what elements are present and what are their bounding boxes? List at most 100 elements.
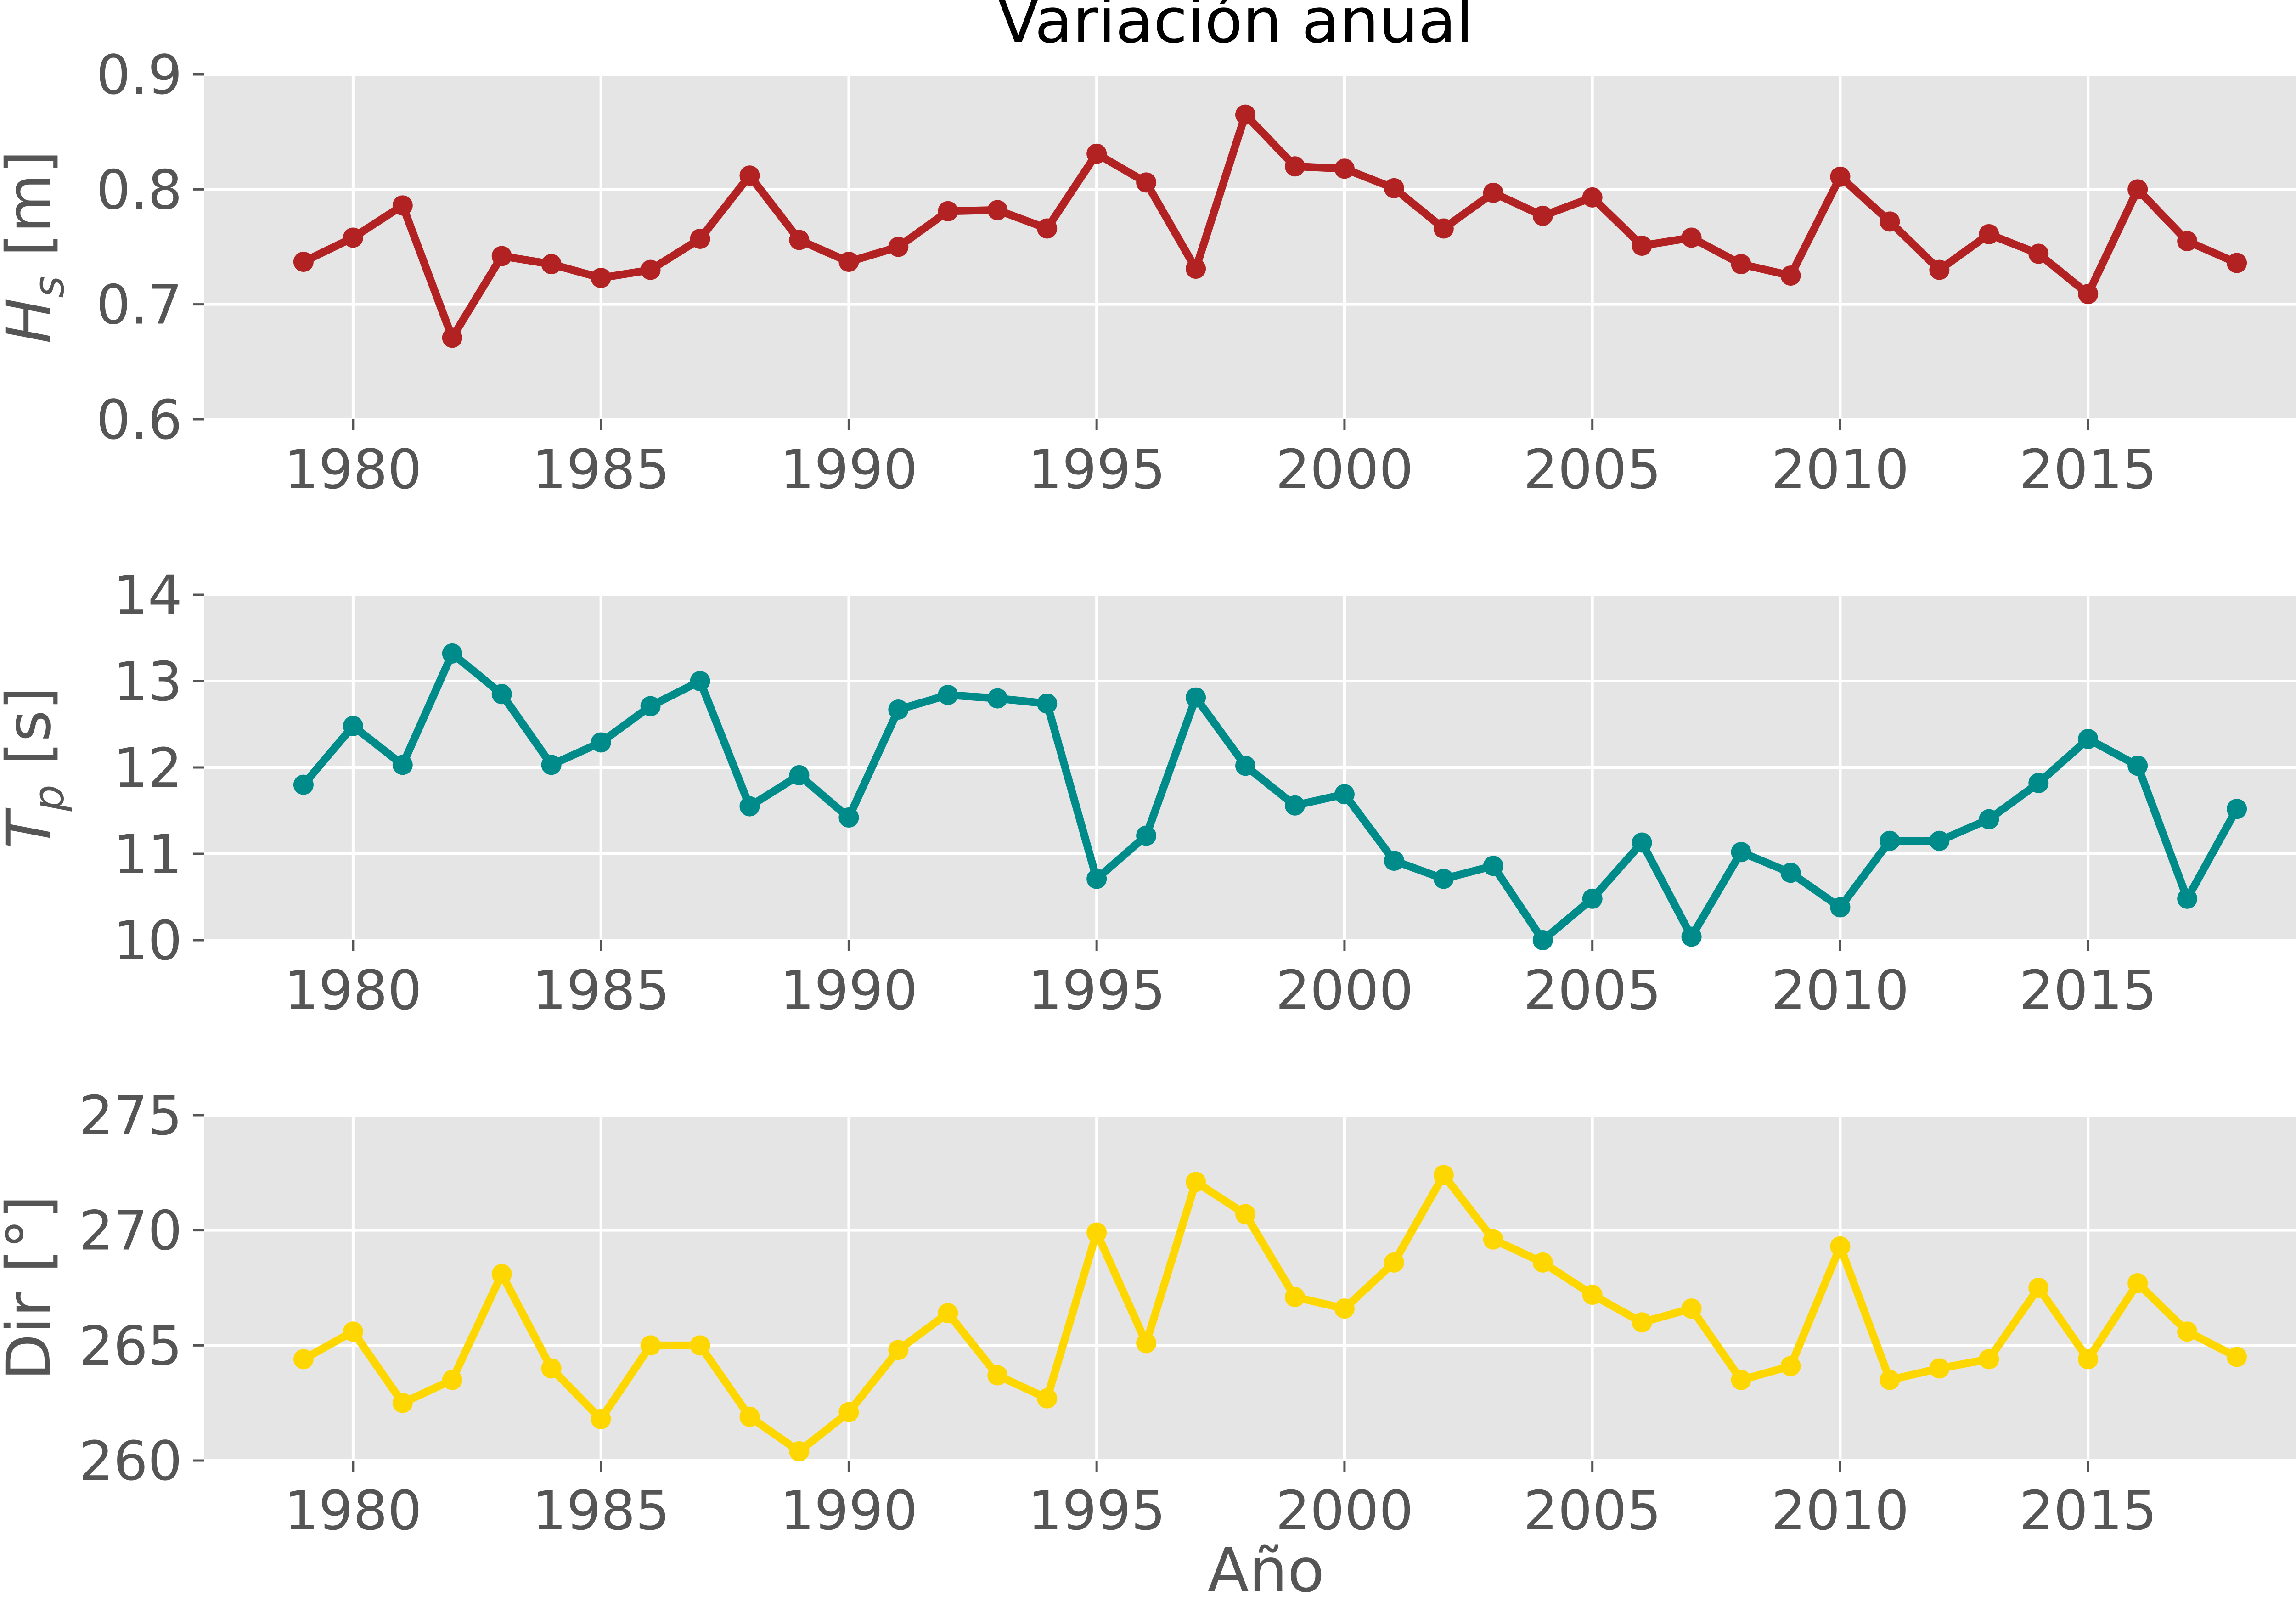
data-point [2127,179,2148,200]
data-point [888,1340,909,1360]
x-tick-label: 1990 [780,438,917,501]
chart-title: Variación anual [997,0,1473,57]
data-point [1384,1252,1404,1273]
data-point [838,252,859,272]
data-point [2028,243,2049,264]
data-point [2227,253,2247,273]
data-point [888,699,909,720]
data-point [1830,897,1851,918]
data-point [392,1393,413,1413]
plot-background [204,1115,2296,1461]
plot-background [204,74,2296,419]
data-point [1384,851,1404,871]
data-point [1186,1172,1206,1192]
data-point [1136,1333,1157,1354]
x-tick-label: 2005 [1524,1479,1661,1542]
x-tick-label: 1985 [532,438,670,501]
data-point [1830,1236,1851,1257]
y-tick-label: 0.6 [96,388,182,451]
data-point [1780,863,1801,883]
x-axis-label: Año [1208,1535,1325,1606]
x-tick-label: 1990 [780,1479,917,1542]
data-point [1880,1370,1900,1390]
data-point [1433,869,1454,889]
data-point [293,1349,314,1370]
y-tick-label: 14 [113,564,182,627]
y-axis-label-unit: [m] [0,150,64,276]
data-point [1681,227,1702,248]
data-point [541,1358,562,1379]
data-point [838,1402,859,1422]
y-tick-label: 11 [113,823,182,886]
x-tick-label: 2000 [1276,1479,1413,1542]
y-axis-label-unit: [s] [0,687,64,785]
data-point [2127,756,2148,776]
data-point [343,227,363,248]
data-point [739,796,760,817]
data-point [1880,211,1900,232]
data-point [2177,231,2198,251]
data-point [1582,187,1603,208]
data-point [1037,693,1058,714]
data-point [343,716,363,736]
data-point [1037,1388,1058,1409]
panel-2: 10 11 12 13 14 1980 1985 1990 1995 2000 2005 2010 20… [0,564,2296,1022]
x-tick-label: 2000 [1276,959,1413,1022]
data-point [1532,930,1553,950]
data-point [491,684,512,705]
data-point [1780,1356,1801,1376]
data-point [739,1406,760,1427]
data-point [293,774,314,795]
y-axis-label-text: Dir [°] [0,1195,64,1381]
x-tick-label: 1995 [1028,1479,1165,1542]
data-point [888,237,909,257]
data-point [987,688,1008,709]
y-tick-label: 10 [113,909,182,972]
data-point [1136,172,1157,193]
x-tick-label: 2005 [1524,438,1661,501]
data-point [1880,830,1900,851]
data-point [1384,178,1404,198]
data-point [1235,104,1256,125]
data-point [591,732,611,753]
data-point [591,268,611,288]
data-point [2227,799,2247,819]
data-point [1532,205,1553,226]
data-point [987,200,1008,220]
y-tick-label: 275 [79,1084,182,1147]
x-tick-label: 2010 [1771,1479,1909,1542]
y-axis-label: Hs [m] [0,150,73,344]
data-point [293,252,314,272]
data-point [1830,166,1851,187]
x-tick-label: 1980 [284,959,422,1022]
data-point [1632,832,1652,853]
data-point [1086,143,1107,164]
series-line [301,1168,2239,1456]
data-point [1334,784,1355,805]
data-point [1483,856,1503,876]
data-point [1483,182,1503,203]
data-point [1929,1358,1950,1379]
y-tick-label: 265 [79,1314,182,1377]
y-axis-label: Dir [°] [0,1195,64,1381]
x-tick-label: 2005 [1524,959,1661,1022]
data-point [1433,1165,1454,1185]
data-point [1483,1229,1503,1250]
data-point [1334,158,1355,179]
data-point [838,807,859,828]
y-tick-label: 260 [79,1429,182,1493]
data-point [1086,869,1107,889]
data-point [1632,1312,1652,1333]
data-point [789,1441,810,1461]
y-tick-label: 0.7 [96,273,182,337]
data-point [442,327,462,348]
data-point [2127,1273,2148,1293]
data-point [938,685,958,705]
data-point [491,1263,512,1284]
data-point [2177,888,2198,909]
data-point [591,1409,611,1429]
data-point [1284,1287,1305,1308]
data-point [987,1365,1008,1386]
data-point [1979,809,1999,829]
